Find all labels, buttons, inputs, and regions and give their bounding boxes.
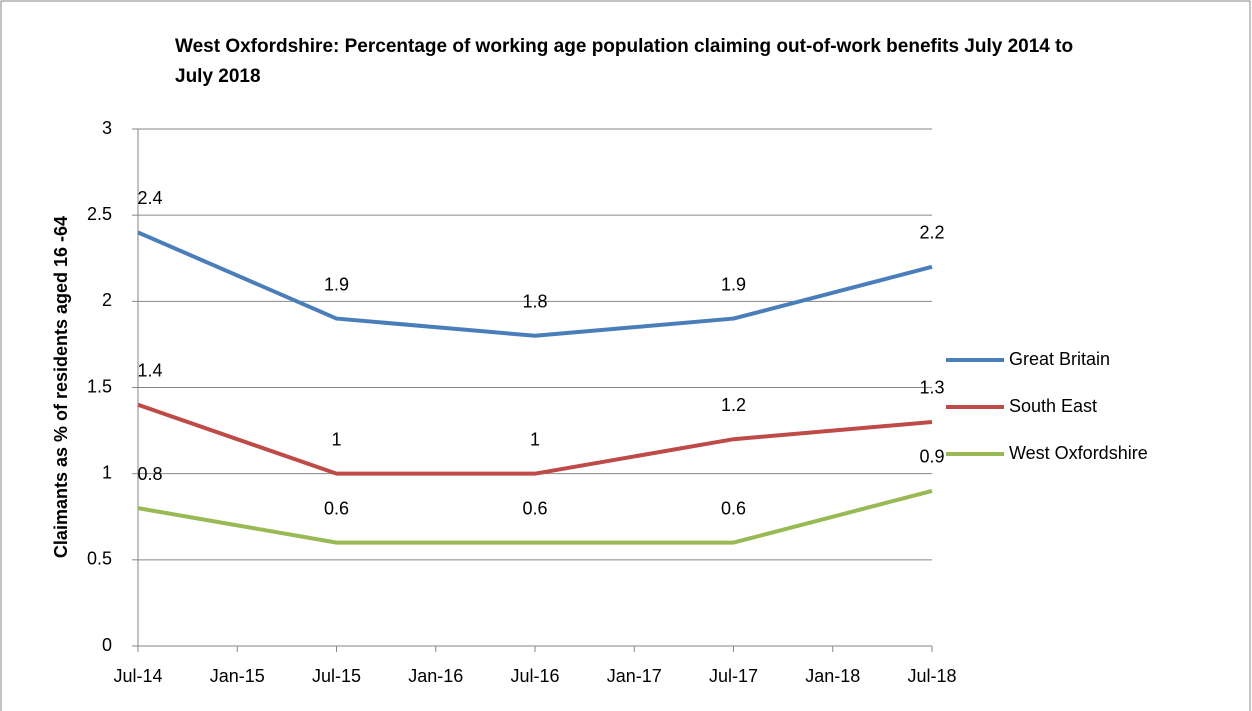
data-label: 1.9: [721, 274, 746, 294]
chart-title: West Oxfordshire: Percentage of working …: [175, 36, 1074, 87]
y-tick-label: 1.5: [87, 376, 112, 396]
y-tick-label: 0.5: [87, 549, 112, 569]
legend-label: South East: [1009, 396, 1097, 416]
x-tick-label: Jul-16: [510, 666, 559, 686]
y-axis-label: Claimants as % of residents aged 16 -64: [51, 216, 71, 558]
legend-label: West Oxfordshire: [1009, 443, 1148, 463]
data-label: 1.8: [522, 292, 547, 312]
x-tick-label: Jul-14: [113, 666, 162, 686]
y-tick-label: 2: [102, 290, 112, 310]
x-tick-label: Jul-18: [907, 666, 956, 686]
series-line: [137, 230, 933, 338]
x-tick-label: Jul-17: [709, 666, 758, 686]
data-label: 0.6: [324, 498, 349, 518]
y-tick-label: 0: [102, 635, 112, 655]
data-label: 0.6: [522, 498, 547, 518]
legend-label: Great Britain: [1009, 349, 1110, 369]
data-label: 1.3: [919, 378, 944, 398]
data-label: 0.6: [721, 498, 746, 518]
data-label: 1.9: [324, 274, 349, 294]
series-line: [137, 402, 933, 476]
y-tick-label: 1: [102, 462, 112, 482]
x-tick-label: Jan-18: [805, 666, 860, 686]
x-tick-label: Jan-16: [408, 666, 463, 686]
data-label: 2.4: [137, 188, 162, 208]
y-tick-label: 3: [102, 118, 112, 138]
data-label: 1: [331, 429, 341, 449]
data-label: 1.2: [721, 395, 746, 415]
data-label: 2.2: [919, 223, 944, 243]
data-label: 0.9: [919, 447, 944, 467]
data-label: 1: [530, 429, 540, 449]
series-line: [137, 488, 933, 545]
data-label: 0.8: [137, 464, 162, 484]
x-tick-label: Jan-17: [607, 666, 662, 686]
y-tick-label: 2.5: [87, 204, 112, 224]
x-tick-label: Jul-15: [312, 666, 361, 686]
data-label: 1.4: [137, 360, 162, 380]
x-tick-label: Jan-15: [210, 666, 265, 686]
